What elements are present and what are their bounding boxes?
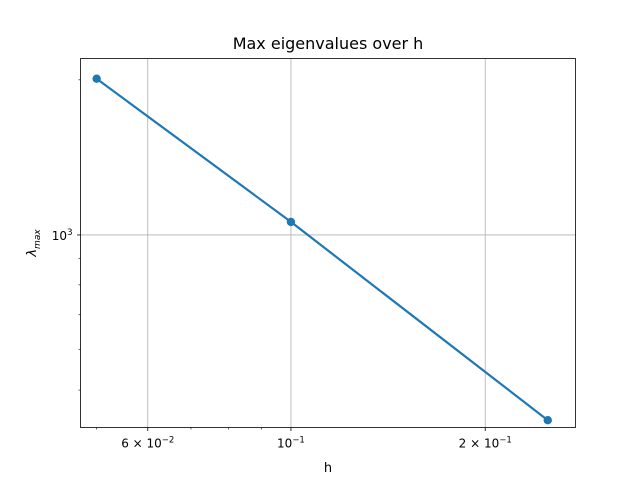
x-tick-label-0: 6 × 10−2 (121, 436, 174, 451)
y-axis-label-subscript: max (33, 229, 43, 249)
grid-lines (80, 58, 576, 428)
plot-frame (80, 58, 576, 428)
y-tick-label-exponent-0: 3 (67, 228, 72, 238)
y-axis-label-base: λ (25, 249, 40, 258)
tick-marks (77, 79, 486, 431)
chart-title: Max eigenvalues over h (233, 34, 424, 53)
x-tick-label-exponent-0: −2 (162, 436, 175, 446)
x-tick-label-1: 10−1 (277, 436, 305, 451)
y-tick-label-0: 103 (52, 228, 73, 243)
y-axis-label: λmax (25, 229, 43, 258)
y-tick-label-mantissa-0: 10 (52, 229, 67, 243)
x-tick-label-mantissa-1: 10 (277, 437, 292, 451)
x-axis-label: h (324, 461, 332, 476)
series-line-0 (95, 77, 549, 422)
data-point-0-0 (92, 74, 101, 83)
x-tick-label-mantissa-0: 6 × 10 (121, 437, 162, 451)
x-tick-label-2: 2 × 10−1 (459, 436, 512, 451)
x-tick-label-exponent-2: −1 (499, 436, 512, 446)
x-tick-label-exponent-1: −1 (292, 436, 305, 446)
data-point-0-1 (286, 217, 296, 227)
series-layer (92, 74, 552, 425)
data-point-0-2 (543, 416, 552, 425)
x-tick-label-mantissa-2: 2 × 10 (459, 437, 500, 451)
